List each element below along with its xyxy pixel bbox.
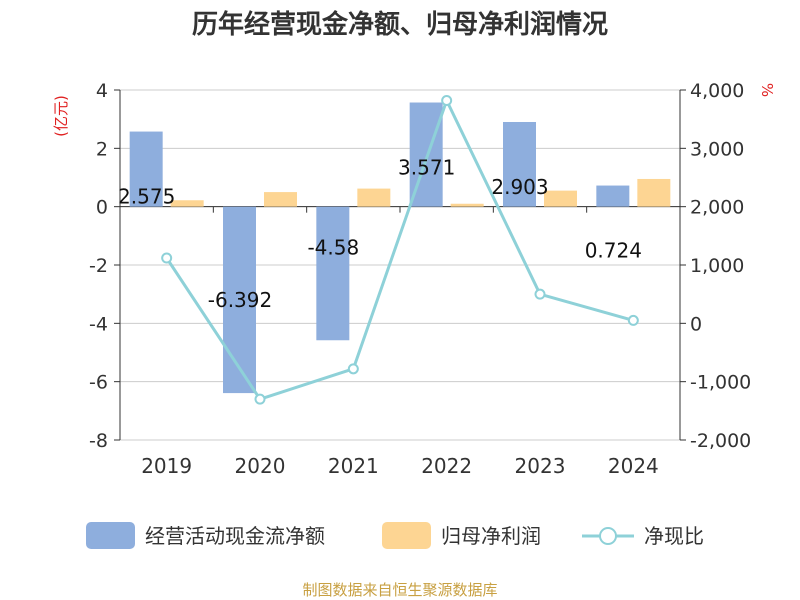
right-tick-label: 2,000 bbox=[690, 197, 744, 219]
right-tick-label: -2,000 bbox=[690, 430, 751, 452]
operating-cash-bar[interactable] bbox=[129, 131, 163, 207]
net-profit-bar[interactable] bbox=[637, 178, 671, 207]
legend-marker-cash-ratio bbox=[599, 527, 617, 545]
right-tick-label: 4,000 bbox=[690, 80, 744, 102]
operating-cash-data-label: 0.724 bbox=[585, 239, 642, 263]
left-tick-label: 4 bbox=[96, 80, 108, 102]
ratio-line-group bbox=[161, 95, 639, 405]
left-tick-label: -8 bbox=[89, 430, 108, 452]
operating-cash-data-label: 2.903 bbox=[491, 175, 548, 199]
data-labels-group: 2.575 -6.392 -4.58 3.571 2.903 0.724 bbox=[118, 156, 642, 313]
legend-swatch-net-profit bbox=[382, 522, 431, 549]
operating-cash-data-label: -4.58 bbox=[307, 235, 359, 259]
legend-label-operating-cash: 经营活动现金流净额 bbox=[145, 524, 325, 548]
axes: 4 4,000 2 3,000 0 2,000 -2 1,000 -4 0 -6 -1,000 -8 -2… bbox=[89, 80, 751, 478]
x-tick-label: 2024 bbox=[608, 454, 659, 478]
left-tick-label: -4 bbox=[89, 313, 108, 335]
right-tick-label: -1,000 bbox=[690, 372, 751, 394]
cash-ratio-point[interactable] bbox=[347, 363, 359, 375]
legend-item-operating-cash[interactable]: 经营活动现金流净额 bbox=[86, 522, 325, 549]
operating-cash-bar[interactable] bbox=[596, 185, 630, 207]
right-tick-label: 1,000 bbox=[690, 255, 744, 277]
net-profit-bar[interactable] bbox=[264, 192, 297, 207]
left-tick-label: -2 bbox=[89, 255, 108, 277]
x-tick-label: 2021 bbox=[328, 454, 379, 478]
legend-item-cash-ratio[interactable]: 净现比 bbox=[582, 524, 704, 548]
operating-cash-data-label: 2.575 bbox=[118, 185, 175, 209]
left-tick-label: 0 bbox=[96, 197, 108, 219]
right-tick-label: 0 bbox=[690, 313, 702, 335]
legend-swatch-operating-cash bbox=[86, 522, 135, 549]
net-profit-bar[interactable] bbox=[357, 188, 391, 207]
left-tick-label: -6 bbox=[89, 372, 108, 394]
operating-cash-data-label: 3.571 bbox=[398, 156, 455, 180]
source-note: 制图数据来自恒生聚源数据库 bbox=[302, 581, 497, 599]
legend-label-net-profit: 归母净利润 bbox=[441, 524, 541, 548]
operating-cash-bar[interactable] bbox=[223, 206, 256, 394]
left-axis-unit: (亿元) bbox=[52, 95, 70, 137]
chart-title: 历年经营现金净额、归母净利润情况 bbox=[192, 9, 608, 40]
x-tick-label: 2023 bbox=[515, 454, 566, 478]
right-axis-unit: % bbox=[758, 83, 776, 97]
left-tick-label: 2 bbox=[96, 138, 108, 160]
cash-ratio-point[interactable] bbox=[161, 252, 173, 264]
x-tick-label: 2020 bbox=[235, 454, 286, 478]
net-profit-bar[interactable] bbox=[170, 200, 204, 207]
cash-ratio-point[interactable] bbox=[441, 95, 453, 106]
x-tick-label: 2019 bbox=[141, 454, 192, 478]
cash-ratio-point[interactable] bbox=[627, 314, 639, 326]
operating-cash-bar[interactable] bbox=[503, 121, 536, 207]
legend-label-cash-ratio: 净现比 bbox=[644, 524, 704, 548]
right-tick-label: 3,000 bbox=[690, 138, 744, 160]
x-tick-label: 2022 bbox=[421, 454, 472, 478]
cash-ratio-line bbox=[165, 99, 634, 401]
net-profit-bar[interactable] bbox=[544, 190, 577, 207]
legend[interactable]: 经营活动现金流净额 归母净利润 净现比 bbox=[86, 522, 704, 549]
bars-group bbox=[129, 102, 671, 394]
net-profit-bar[interactable] bbox=[450, 203, 484, 207]
grid-lines bbox=[120, 89, 680, 441]
legend-item-net-profit[interactable]: 归母净利润 bbox=[382, 522, 541, 549]
operating-cash-data-label: -6.392 bbox=[208, 288, 272, 312]
operating-cash-bar[interactable] bbox=[316, 206, 350, 341]
cash-ratio-point[interactable] bbox=[534, 288, 546, 300]
cash-ratio-point[interactable] bbox=[254, 393, 266, 405]
